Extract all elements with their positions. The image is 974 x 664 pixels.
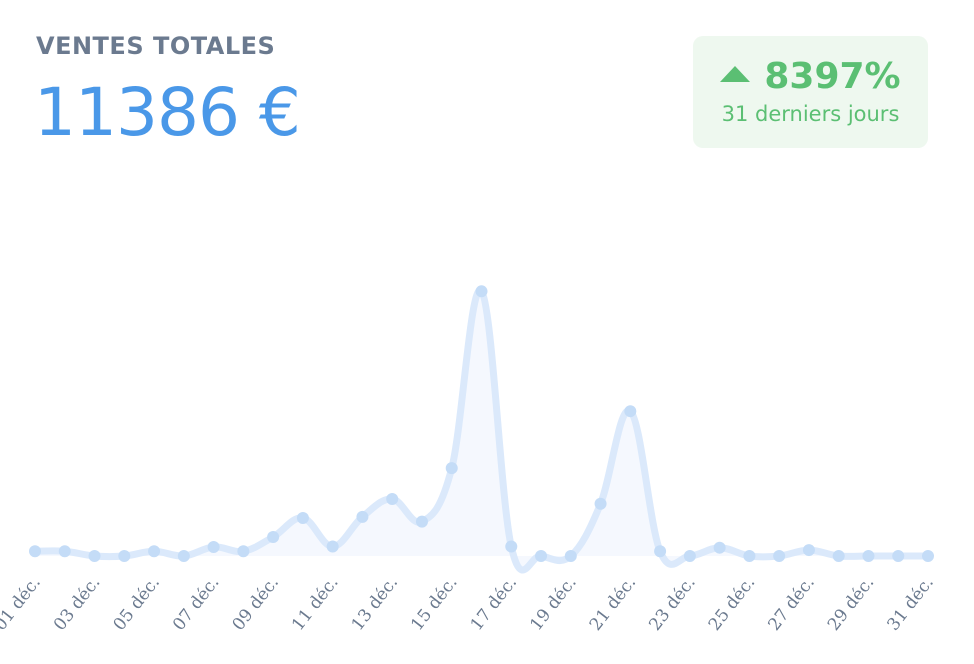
data-point-5[interactable]	[148, 545, 161, 558]
data-point-10[interactable]	[296, 512, 309, 525]
data-point-23[interactable]	[683, 550, 696, 562]
data-point-18[interactable]	[535, 550, 548, 562]
x-tick-label: 27 déc.	[764, 573, 818, 635]
x-tick-label: 25 déc.	[705, 573, 759, 635]
data-point-2[interactable]	[58, 545, 71, 558]
data-point-31[interactable]	[922, 550, 934, 562]
data-point-25[interactable]	[743, 550, 756, 562]
data-point-15[interactable]	[445, 462, 458, 475]
data-point-3[interactable]	[88, 550, 101, 562]
x-tick-label: 05 déc.	[110, 573, 164, 635]
growth-badge: 8397% 31 derniers jours	[693, 36, 928, 148]
data-point-7[interactable]	[207, 540, 220, 553]
data-point-11[interactable]	[326, 540, 339, 553]
data-point-30[interactable]	[892, 550, 905, 562]
data-point-8[interactable]	[237, 545, 250, 558]
data-point-17[interactable]	[505, 540, 518, 553]
x-tick-label: 17 déc.	[467, 573, 521, 635]
data-point-24[interactable]	[713, 541, 726, 554]
growth-percent: 8397%	[764, 56, 901, 97]
x-tick-label: 13 déc.	[348, 573, 402, 635]
data-point-21[interactable]	[624, 405, 637, 418]
data-point-20[interactable]	[594, 497, 607, 510]
sales-line	[31, 287, 932, 574]
data-point-16[interactable]	[475, 285, 488, 298]
x-tick-label: 15 déc.	[407, 573, 461, 635]
x-tick-label: 09 déc.	[229, 573, 283, 635]
x-tick-label: 07 déc.	[169, 573, 223, 635]
data-point-13[interactable]	[386, 493, 399, 506]
data-point-12[interactable]	[356, 510, 369, 523]
x-tick-label: 19 déc.	[526, 573, 580, 635]
x-tick-label: 11 déc.	[288, 573, 342, 635]
x-tick-label: 31 déc.	[883, 573, 937, 635]
data-point-4[interactable]	[118, 550, 131, 562]
data-point-19[interactable]	[564, 550, 577, 562]
data-point-1[interactable]	[29, 545, 41, 558]
x-tick-label: 29 déc.	[824, 573, 878, 635]
x-tick-label: 03 déc.	[50, 573, 104, 635]
data-point-14[interactable]	[415, 515, 428, 528]
x-tick-label: 01 déc.	[0, 573, 45, 635]
data-point-28[interactable]	[832, 550, 845, 562]
data-point-27[interactable]	[802, 544, 815, 557]
data-point-6[interactable]	[177, 550, 190, 562]
data-point-26[interactable]	[773, 550, 786, 562]
total-sales-value: 11386 €	[34, 74, 301, 151]
x-tick-label: 23 déc.	[645, 573, 699, 635]
chart-title: VENTES TOTALES	[36, 32, 276, 60]
data-point-29[interactable]	[862, 550, 875, 562]
data-point-9[interactable]	[267, 531, 280, 544]
growth-period: 31 derniers jours	[721, 102, 900, 126]
x-tick-label: 21 déc.	[586, 573, 640, 635]
data-point-22[interactable]	[654, 545, 667, 558]
sales-area-fill	[35, 290, 928, 570]
triangle-up-icon	[720, 66, 751, 82]
